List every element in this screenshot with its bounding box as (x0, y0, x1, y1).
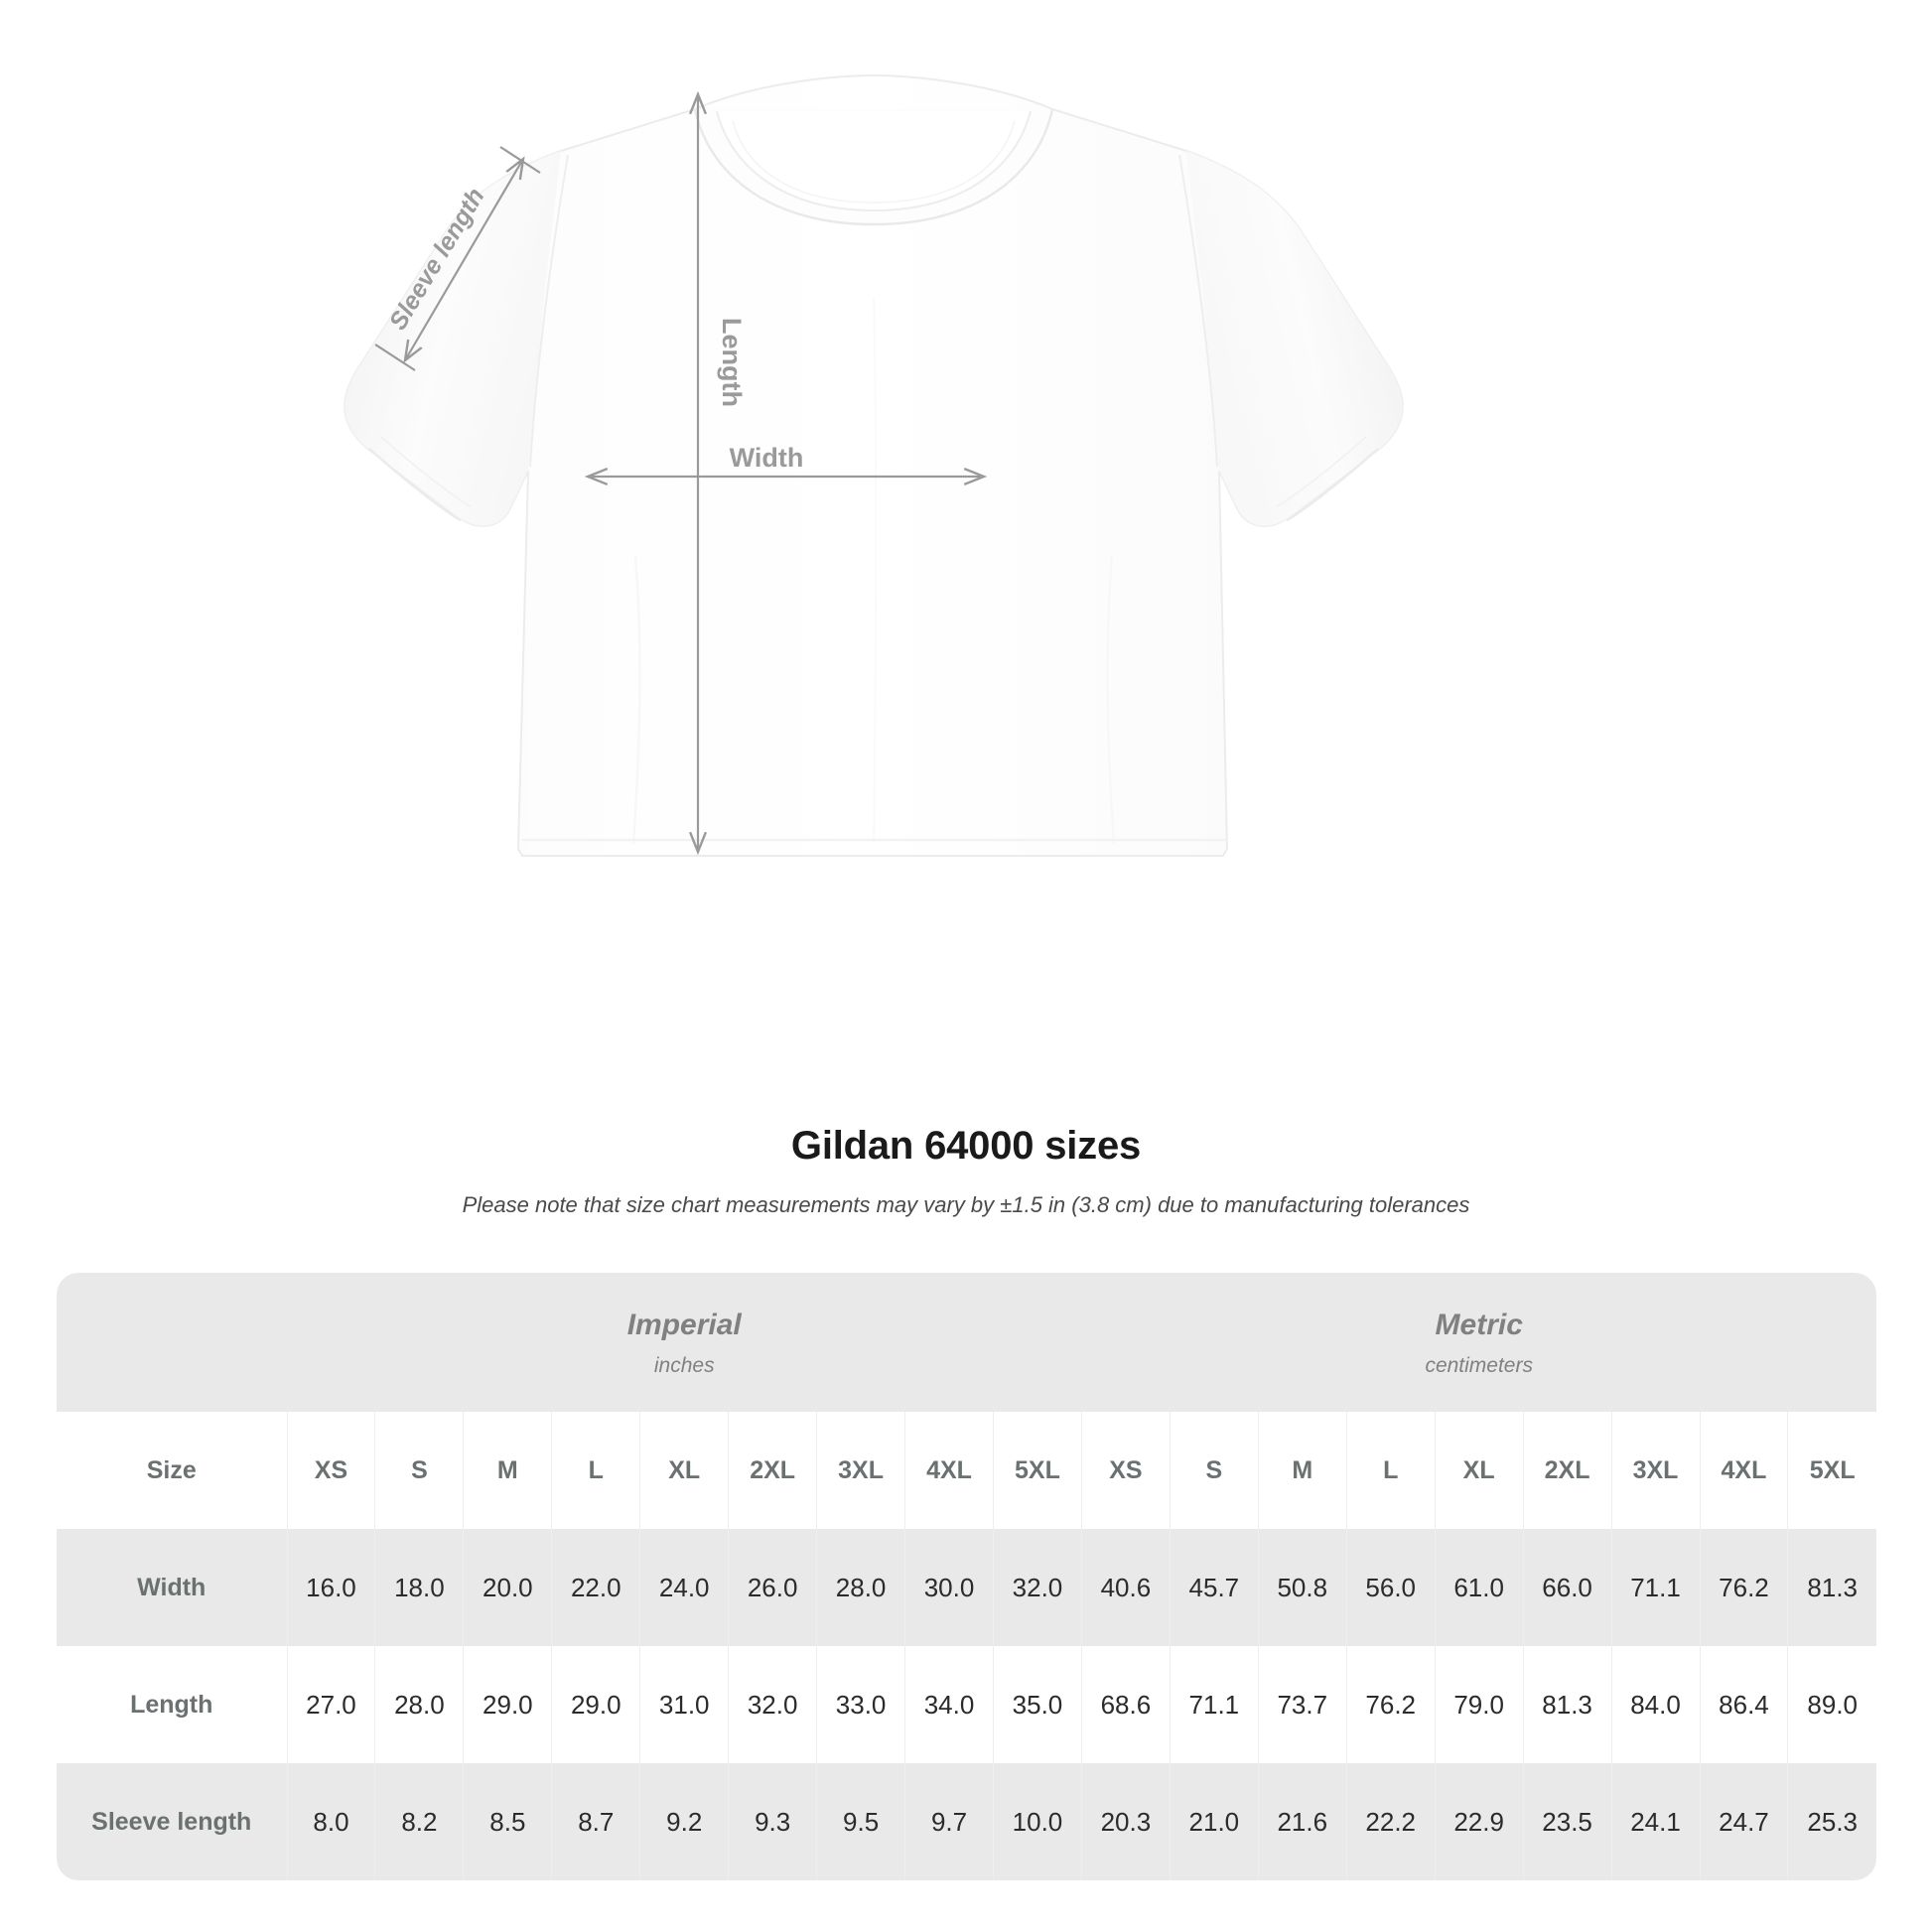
size-header-cell: XL (1434, 1412, 1524, 1529)
measurement-cell: 22.0 (551, 1529, 640, 1646)
measurement-cell: 71.1 (1169, 1646, 1259, 1763)
measurement-cell: 22.2 (1345, 1763, 1436, 1880)
tshirt-diagram: Length Width Sleeve length (344, 73, 1404, 857)
unit-spacer-cell (57, 1273, 287, 1412)
size-header-cell: 5XL (1787, 1412, 1876, 1529)
size-header-label: Size (57, 1412, 287, 1529)
measurement-cell: 50.8 (1257, 1529, 1347, 1646)
measurement-cell: 20.0 (463, 1529, 552, 1646)
chart-heading: Gildan 64000 sizes Please note that size… (0, 1122, 1932, 1220)
measurement-cell: 9.5 (816, 1763, 905, 1880)
measurement-cell: 71.1 (1610, 1529, 1700, 1646)
size-header-cell: L (551, 1412, 640, 1529)
measurement-cell: 21.6 (1257, 1763, 1347, 1880)
size-table-container: Imperial inches Metric centimeters Size … (57, 1273, 1876, 1880)
measurement-cell: 56.0 (1345, 1529, 1436, 1646)
measurement-cell: 76.2 (1699, 1529, 1788, 1646)
measurement-cell: 66.0 (1522, 1529, 1612, 1646)
size-header-cell: S (1169, 1412, 1259, 1529)
measurement-cell: 76.2 (1345, 1646, 1436, 1763)
size-header-cell: 4XL (1699, 1412, 1788, 1529)
measurement-cell: 33.0 (816, 1646, 905, 1763)
measurement-cell: 30.0 (904, 1529, 994, 1646)
row-label: Length (57, 1646, 287, 1763)
measurement-cell: 45.7 (1169, 1529, 1259, 1646)
measurement-cell: 26.0 (728, 1529, 817, 1646)
measurement-cell: 81.3 (1787, 1529, 1876, 1646)
measurement-cell: 68.6 (1080, 1646, 1171, 1763)
size-header-cell: 4XL (904, 1412, 994, 1529)
measurement-cell: 24.1 (1610, 1763, 1700, 1880)
measurement-cell: 9.3 (728, 1763, 817, 1880)
unit-name-imperial: Imperial (626, 1309, 742, 1342)
measurement-cell: 31.0 (639, 1646, 729, 1763)
measurement-cell: 28.0 (374, 1646, 464, 1763)
measurement-cell: 24.0 (639, 1529, 729, 1646)
unit-group-metric: Metric centimeters (1081, 1273, 1876, 1412)
measurement-cell: 24.7 (1699, 1763, 1788, 1880)
sleeve-length-arrow (374, 146, 541, 371)
page-title: Gildan 64000 sizes (790, 1124, 1142, 1168)
size-table: Imperial inches Metric centimeters Size … (57, 1273, 1876, 1880)
unit-group-imperial: Imperial inches (287, 1273, 1082, 1412)
measurement-cell: 8.5 (463, 1763, 552, 1880)
size-header-cell: XS (1080, 1412, 1171, 1529)
measurement-cell: 61.0 (1434, 1529, 1524, 1646)
measurement-cell: 79.0 (1434, 1646, 1524, 1763)
unit-sub-metric: centimeters (1425, 1353, 1533, 1377)
size-header-cell: S (374, 1412, 464, 1529)
measurement-cell: 9.7 (904, 1763, 994, 1880)
measurement-cell: 22.9 (1434, 1763, 1524, 1880)
measurement-cell: 27.0 (286, 1646, 375, 1763)
row-label: Sleeve length (57, 1763, 287, 1880)
measurement-cell: 29.0 (463, 1646, 552, 1763)
table-row: Sleeve length 8.0 8.2 8.5 8.7 9.2 9.3 9.5 9.7 10.… (57, 1763, 1876, 1880)
unit-sub-imperial: inches (653, 1353, 715, 1377)
measurement-cell: 20.3 (1080, 1763, 1171, 1880)
measurement-cell: 16.0 (286, 1529, 375, 1646)
measurement-cell: 34.0 (904, 1646, 994, 1763)
measurement-cell: 29.0 (551, 1646, 640, 1763)
measurement-cell: 8.2 (374, 1763, 464, 1880)
unit-header-row: Imperial inches Metric centimeters (57, 1273, 1876, 1412)
measurement-cell: 89.0 (1787, 1646, 1876, 1763)
measurement-cell: 32.0 (993, 1529, 1082, 1646)
size-header-cell: M (1257, 1412, 1347, 1529)
row-label: Width (57, 1529, 287, 1646)
size-header-cell: 2XL (728, 1412, 817, 1529)
size-header-row: Size XS S M L XL 2XL 3XL 4XL 5XL XS S M L XL 2XL 3XL 4XL… (57, 1412, 1876, 1529)
measurement-cell: 84.0 (1610, 1646, 1700, 1763)
measurement-cell: 8.7 (551, 1763, 640, 1880)
size-header-cell: M (463, 1412, 552, 1529)
measurement-cell: 8.0 (286, 1763, 375, 1880)
table-row: Width 16.0 18.0 20.0 22.0 24.0 26.0 28.0 30.0 32.… (57, 1529, 1876, 1646)
measurement-cell: 32.0 (728, 1646, 817, 1763)
measurement-cell: 21.0 (1169, 1763, 1259, 1880)
measurement-cell: 73.7 (1257, 1646, 1347, 1763)
tolerance-note: Please note that size chart measurements… (462, 1192, 1470, 1217)
measurement-cell: 25.3 (1787, 1763, 1876, 1880)
measurement-cell: 9.2 (639, 1763, 729, 1880)
unit-name-metric: Metric (1435, 1309, 1523, 1342)
size-header-cell: XL (639, 1412, 729, 1529)
length-measure-label: Length (717, 318, 747, 407)
measurement-cell: 35.0 (993, 1646, 1082, 1763)
measurement-cell: 40.6 (1080, 1529, 1171, 1646)
size-header-cell: XS (286, 1412, 375, 1529)
measurement-cell: 86.4 (1699, 1646, 1788, 1763)
table-row: Length 27.0 28.0 29.0 29.0 31.0 32.0 33.0 34.0 35… (57, 1646, 1876, 1763)
measurement-cell: 18.0 (374, 1529, 464, 1646)
width-measure-label: Width (730, 443, 804, 473)
size-header-cell: 5XL (993, 1412, 1082, 1529)
measurement-cell: 23.5 (1522, 1763, 1612, 1880)
size-header-cell: 2XL (1522, 1412, 1612, 1529)
size-header-cell: 3XL (816, 1412, 905, 1529)
measurement-cell: 28.0 (816, 1529, 905, 1646)
size-header-cell: 3XL (1610, 1412, 1700, 1529)
measurement-cell: 10.0 (993, 1763, 1082, 1880)
size-header-cell: L (1345, 1412, 1436, 1529)
measurement-cell: 81.3 (1522, 1646, 1612, 1763)
